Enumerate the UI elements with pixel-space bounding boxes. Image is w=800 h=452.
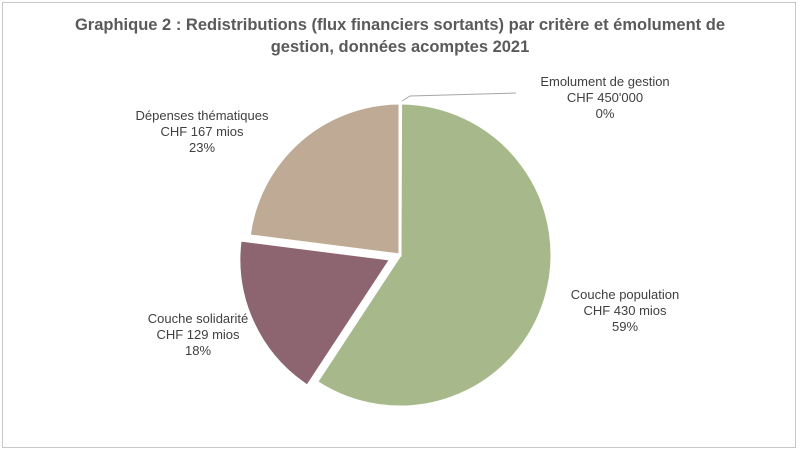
label-solidarite: Couche solidarité CHF 129 mios 18%	[118, 311, 278, 359]
label-thematiques-percent: 23%	[188, 140, 216, 155]
label-thematiques: Dépenses thématiques CHF 167 mios 23%	[112, 108, 292, 156]
label-solidarite-amount: CHF 129 mios	[156, 327, 240, 342]
chart-title-line-1: Graphique 2 : Redistributions (flux fina…	[74, 16, 726, 34]
pie-slice-solidarite	[237, 238, 394, 389]
pie-slice-thematiques	[247, 101, 402, 257]
label-emolument-name: Emolument de gestion	[540, 74, 670, 89]
chart-title-line-2: gestion, données acomptes 2021	[270, 38, 530, 56]
label-thematiques-name: Dépenses thématiques	[135, 108, 269, 123]
label-population-amount: CHF 430 mios	[583, 303, 667, 318]
pie-slice-population	[314, 101, 554, 409]
label-population: Couche population CHF 430 mios 59%	[545, 287, 705, 335]
label-population-percent: 59%	[611, 319, 639, 334]
chart-title: Graphique 2 : Redistributions (flux fina…	[60, 14, 740, 58]
label-emolument-amount: CHF 450'000	[566, 90, 644, 105]
label-solidarite-percent: 18%	[184, 343, 212, 358]
label-thematiques-amount: CHF 167 mios	[160, 124, 244, 139]
label-emolument-percent: 0%	[595, 106, 615, 121]
label-solidarite-name: Couche solidarité	[147, 311, 249, 326]
label-population-name: Couche population	[570, 287, 680, 302]
leader-line-emolument	[401, 92, 517, 102]
label-emolument: Emolument de gestion CHF 450'000 0%	[520, 74, 690, 122]
